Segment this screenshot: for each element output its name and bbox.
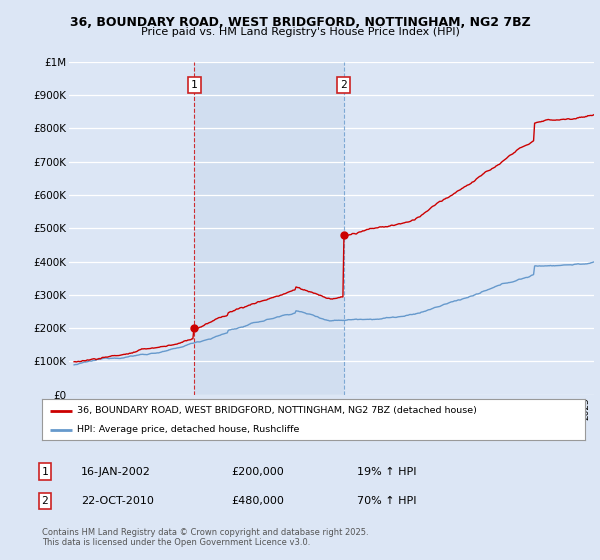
Text: 1: 1 [191, 80, 197, 90]
Text: Price paid vs. HM Land Registry's House Price Index (HPI): Price paid vs. HM Land Registry's House … [140, 27, 460, 37]
Text: £480,000: £480,000 [231, 496, 284, 506]
Text: 36, BOUNDARY ROAD, WEST BRIDGFORD, NOTTINGHAM, NG2 7BZ: 36, BOUNDARY ROAD, WEST BRIDGFORD, NOTTI… [70, 16, 530, 29]
Text: 70% ↑ HPI: 70% ↑ HPI [357, 496, 416, 506]
Text: 22-OCT-2010: 22-OCT-2010 [81, 496, 154, 506]
Text: 2: 2 [340, 80, 347, 90]
Text: 2: 2 [41, 496, 49, 506]
Text: 16-JAN-2002: 16-JAN-2002 [81, 466, 151, 477]
Text: £200,000: £200,000 [231, 466, 284, 477]
Bar [194, 62, 344, 395]
Text: 1: 1 [41, 466, 49, 477]
Text: 19% ↑ HPI: 19% ↑ HPI [357, 466, 416, 477]
Text: 36, BOUNDARY ROAD, WEST BRIDGFORD, NOTTINGHAM, NG2 7BZ (detached house): 36, BOUNDARY ROAD, WEST BRIDGFORD, NOTTI… [77, 406, 477, 415]
Text: Contains HM Land Registry data © Crown copyright and database right 2025.
This d: Contains HM Land Registry data © Crown c… [42, 528, 368, 547]
Text: HPI: Average price, detached house, Rushcliffe: HPI: Average price, detached house, Rush… [77, 425, 299, 434]
